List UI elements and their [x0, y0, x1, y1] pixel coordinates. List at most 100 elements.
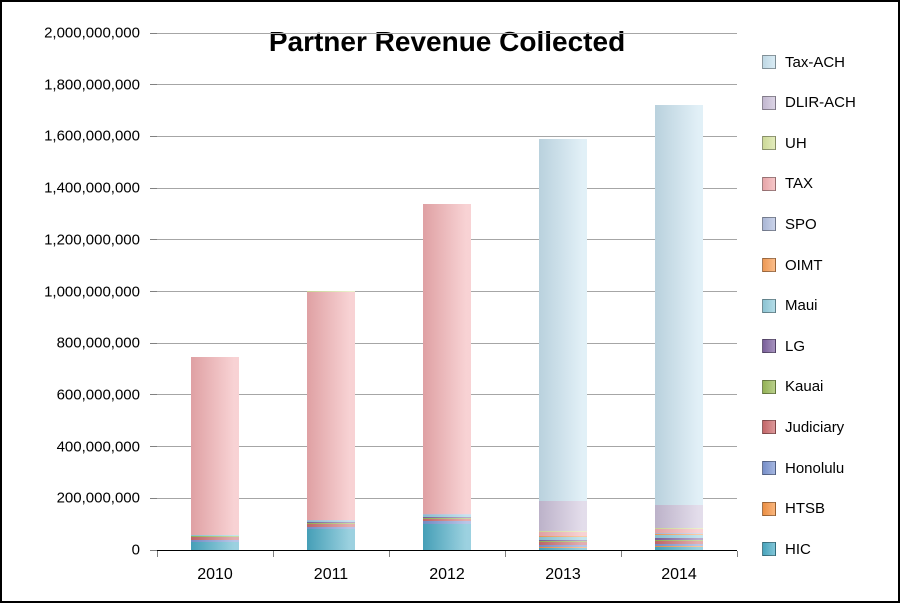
- x-axis-tick: [389, 551, 390, 557]
- y-axis-label: 1,000,000,000: [44, 283, 140, 300]
- bar-segment-LG: [539, 539, 587, 541]
- gridline: [157, 84, 737, 86]
- legend-item-Judiciary: Judiciary: [762, 413, 844, 441]
- legend-label: Honolulu: [785, 459, 845, 477]
- legend-label: HTSB: [785, 500, 826, 518]
- legend-label: Kauai: [785, 378, 824, 396]
- bar-segment-OIMT: [423, 514, 471, 516]
- y-axis-label: 1,200,000,000: [44, 231, 140, 249]
- legend-label: LG: [785, 337, 806, 355]
- x-axis-tick: [273, 551, 274, 557]
- y-axis: 0 200,000,000 400,000,000 600,000,000 800,00…: [2, 25, 150, 559]
- y-axis-label: 400,000,000: [56, 438, 140, 456]
- plot-area: [150, 32, 738, 557]
- bar-segment-Judiciary: [655, 540, 703, 545]
- bar-segment-TAX: [655, 528, 703, 533]
- y-axis-tick: [150, 394, 157, 396]
- y-axis-label: 0: [131, 541, 140, 559]
- x-axis-label: 2011: [313, 566, 349, 583]
- bar-segment-HTSB: [423, 523, 471, 525]
- bar-segment-SPO: [423, 514, 471, 515]
- y-axis-tick: [150, 549, 157, 551]
- legend-item-OIMT: OIMT: [762, 251, 823, 279]
- bar-segment-SPO: [539, 535, 587, 537]
- y-axis-label: 200,000,000: [56, 489, 140, 507]
- legend-swatch-Kauai: [762, 379, 776, 394]
- legend-swatch-HIC: [762, 542, 776, 557]
- bar-segment-TAX: [423, 204, 471, 515]
- bar-segment-Judiciary: [539, 542, 587, 546]
- bar-segment-Honolulu: [307, 526, 355, 529]
- y-axis-tick: [150, 497, 157, 499]
- y-axis-label: 2,000,000,000: [44, 24, 140, 42]
- bar-segment-Tax-ACH: [655, 105, 703, 505]
- bar-segment-Kauai: [655, 539, 703, 541]
- y-axis-tick: [150, 32, 157, 34]
- bar-segment-HTSB: [191, 541, 239, 543]
- bar-segment-UH: [655, 528, 703, 529]
- y-axis-label: 1,400,000,000: [44, 179, 140, 197]
- bar-segment-DLIR-ACH: [539, 500, 587, 532]
- gridline: [157, 32, 737, 34]
- bar-segment-SPO: [655, 533, 703, 535]
- x-axis-label: 2012: [429, 566, 465, 583]
- legend-label: Judiciary: [785, 418, 845, 436]
- y-axis-label: 800,000,000: [56, 334, 140, 352]
- bar-segment-TAX: [307, 291, 355, 521]
- bar-segment-Tax-ACH: [539, 139, 587, 501]
- legend-swatch-Maui: [762, 298, 776, 313]
- bar-segment-HTSB: [307, 528, 355, 530]
- bar-segment-Judiciary: [307, 524, 355, 527]
- legend-label: HIC: [785, 540, 811, 558]
- bar-2011: [307, 291, 355, 550]
- legend-swatch-OIMT: [762, 258, 776, 272]
- bar-segment-UH: [539, 531, 587, 532]
- bar-segment-Honolulu: [191, 539, 239, 542]
- y-axis-tick: [150, 239, 157, 241]
- legend-item-DLIR-ACH: DLIR-ACH: [762, 89, 856, 117]
- bar-segment-LG: [191, 535, 239, 537]
- legend-item-TAX: TAX: [762, 170, 813, 198]
- bar-segment-Maui: [423, 515, 471, 517]
- bar-segment-OIMT: [307, 520, 355, 522]
- legend-swatch-Honolulu: [762, 461, 776, 475]
- bar-segment-Maui: [539, 537, 587, 540]
- legend-swatch-SPO: [762, 217, 776, 232]
- bar-segment-Judiciary: [423, 518, 471, 522]
- legend-item-HIC: HIC: [762, 535, 811, 563]
- bar-2010: [191, 356, 239, 550]
- bar-segment-Kauai: [423, 517, 471, 519]
- bar-segment-Maui: [307, 521, 355, 523]
- legend: Tax-ACH DLIR-ACH UH TAX SPO OIMT Maui LG Kauai Ju…: [762, 48, 897, 578]
- legend-item-Kauai: Kauai: [762, 373, 823, 401]
- y-axis-tick: [150, 187, 157, 189]
- bar-segment-SPO: [307, 520, 355, 521]
- bar-2012: [423, 203, 471, 550]
- x-axis-tick: [737, 551, 738, 557]
- legend-item-LG: LG: [762, 332, 805, 360]
- legend-item-Honolulu: Honolulu: [762, 454, 844, 482]
- bar-segment-HTSB: [655, 546, 703, 548]
- bar-segment-UH: [307, 291, 355, 292]
- x-axis-tick: [157, 551, 158, 557]
- legend-swatch-TAX: [762, 176, 776, 191]
- bar-segment-Maui: [655, 535, 703, 539]
- bar-segment-Kauai: [307, 523, 355, 525]
- bar-segment-LG: [423, 516, 471, 518]
- y-axis-tick: [150, 446, 157, 448]
- y-axis-tick: [150, 135, 157, 137]
- bar-segment-Maui: [191, 535, 239, 536]
- bar-2014: [655, 105, 703, 550]
- legend-swatch-LG: [762, 339, 776, 354]
- gridline: [157, 135, 737, 137]
- legend-label: DLIR-ACH: [785, 94, 856, 112]
- bar-segment-HIC: [307, 529, 355, 550]
- x-axis-label: 2014: [661, 566, 697, 583]
- bar-segment-Honolulu: [655, 544, 703, 547]
- legend-swatch-UH: [762, 136, 776, 151]
- y-axis-label: 600,000,000: [56, 386, 140, 404]
- bar-segment-DLIR-ACH: [655, 504, 703, 529]
- legend-item-UH: UH: [762, 129, 807, 157]
- bar-segment-HIC: [423, 524, 471, 550]
